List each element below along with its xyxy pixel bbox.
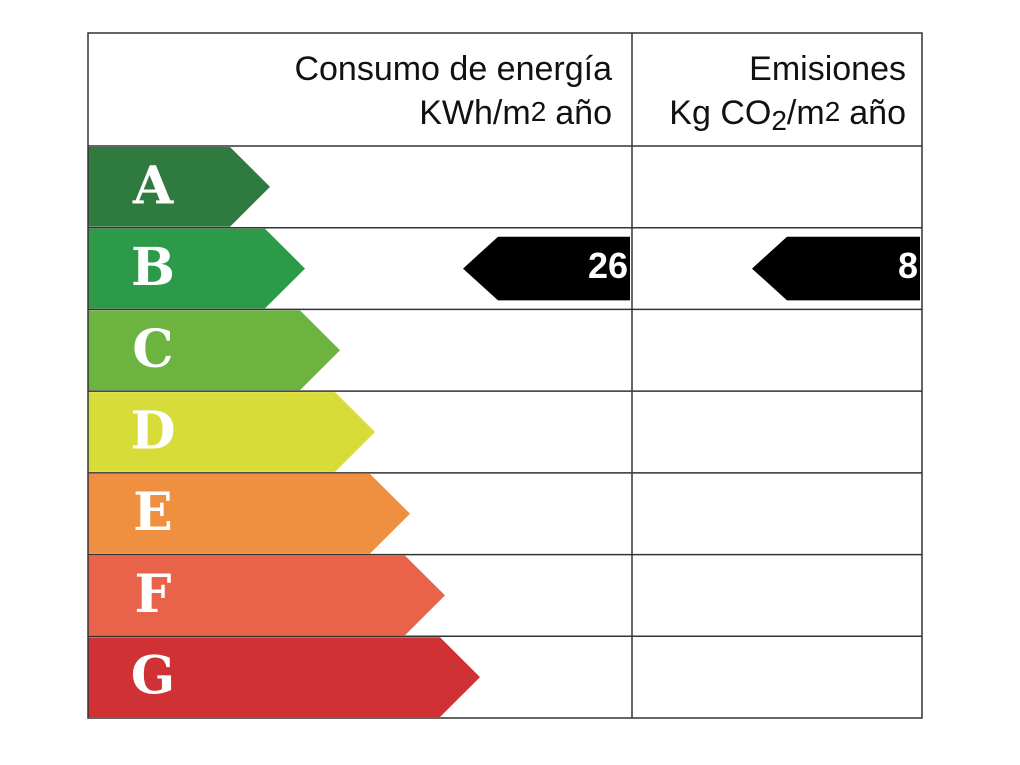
emissions-unit: Kg CO2/m2 año: [669, 94, 906, 136]
energy-unit: KWh/m2 año: [419, 94, 612, 132]
rating-arrow: [88, 147, 270, 227]
rating-letter: E: [133, 482, 173, 543]
rating-letter: B: [131, 237, 175, 298]
energy-title: Consumo de energía: [294, 50, 612, 88]
unit-sub: 2: [771, 105, 787, 136]
rating-letter: C: [132, 319, 173, 380]
consumption-marker: [463, 236, 630, 301]
emissions-value: 8: [898, 245, 918, 286]
unit-part: año: [555, 94, 612, 132]
rating-letter: A: [132, 155, 174, 216]
rating-arrow: [88, 555, 445, 636]
rating-arrow: [88, 310, 340, 391]
rating-arrow: [88, 392, 375, 472]
emissions-marker: [752, 236, 920, 301]
rating-letter: F: [135, 564, 172, 625]
emissions-title: Emisiones: [749, 50, 906, 88]
unit-sup: 2: [531, 96, 547, 127]
consumption-value: 26: [588, 245, 628, 286]
unit-part: KWh/m: [419, 94, 530, 132]
unit-part: Kg CO: [669, 94, 771, 132]
rating-letter: D: [130, 401, 175, 462]
unit-sup: 2: [825, 96, 841, 127]
rating-arrow: [88, 637, 480, 717]
unit-part: /m: [787, 94, 825, 132]
rating-arrow: [88, 228, 305, 309]
unit-part: año: [849, 94, 906, 132]
table-border: [87, 32, 923, 719]
rating-letter: G: [131, 646, 175, 707]
rating-arrow: [88, 473, 410, 554]
